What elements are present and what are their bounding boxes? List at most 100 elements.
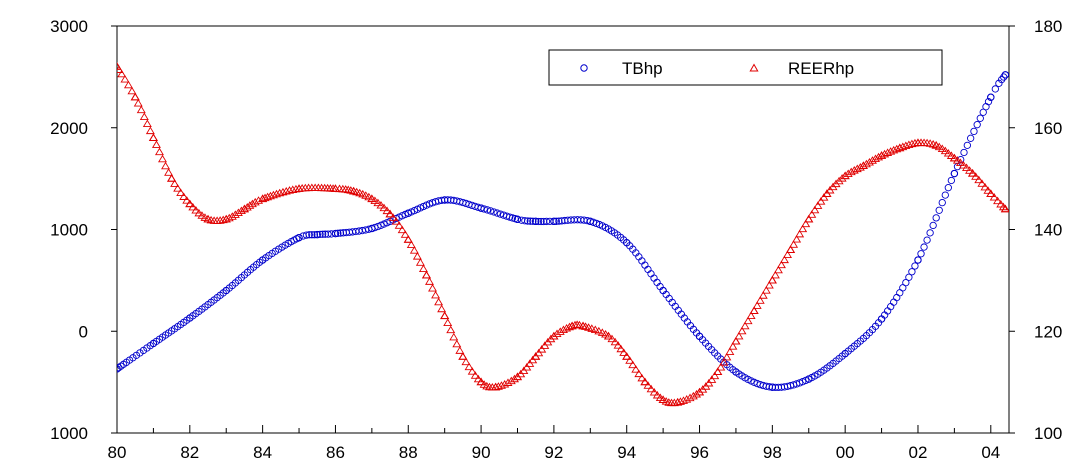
trail-marker-tbhp	[313, 230, 321, 239]
trail-marker-reerhp	[268, 190, 278, 199]
trail-marker-reerhp	[127, 86, 137, 95]
trail-marker-tbhp	[984, 98, 993, 106]
trail-marker-tbhp	[483, 206, 492, 214]
trail-marker-reerhp	[403, 235, 413, 243]
trail-marker-reerhp	[425, 277, 434, 285]
trail-marker-reerhp	[552, 329, 562, 337]
trail-marker-tbhp	[1000, 73, 1008, 81]
trail-marker-tbhp	[893, 293, 901, 302]
x-tick-label: 90	[472, 443, 491, 462]
trail-marker-reerhp	[669, 398, 679, 407]
trail-marker-tbhp	[480, 205, 488, 213]
left-tick-label: 2000	[50, 119, 88, 138]
trail-marker-reerhp	[889, 145, 899, 154]
trail-marker-reerhp	[373, 198, 383, 207]
trail-marker-reerhp	[594, 326, 604, 335]
legend-marker-tbhp	[580, 64, 588, 72]
trail-marker-reerhp	[986, 189, 996, 197]
trail-marker-tbhp	[941, 191, 949, 199]
trail-marker-reerhp	[275, 188, 285, 197]
trail-marker-reerhp	[880, 149, 890, 158]
legend-label-reerhp: REERhp	[788, 59, 854, 78]
trail-marker-reerhp	[148, 133, 158, 141]
trail-marker-tbhp	[526, 217, 534, 225]
trail-marker-reerhp	[139, 112, 149, 120]
trail-marker-tbhp	[490, 208, 498, 216]
trail-marker-reerhp	[779, 255, 789, 264]
trail-marker-reerhp	[496, 381, 506, 389]
trail-marker-reerhp	[173, 184, 183, 192]
trail-marker-tbhp	[486, 207, 495, 215]
trail-marker-reerhp	[154, 147, 164, 156]
trail-marker-tbhp	[650, 274, 658, 282]
trail-marker-reerhp	[136, 105, 146, 114]
trail-marker-reerhp	[604, 331, 614, 340]
trail-marker-reerhp	[883, 148, 893, 156]
trail-marker-reerhp	[265, 191, 275, 200]
trail-marker-reerhp	[388, 213, 398, 221]
trail-marker-tbhp	[493, 209, 501, 217]
trail-marker-reerhp	[291, 184, 301, 193]
trail-marker-reerhp	[798, 224, 808, 233]
trail-marker-reerhp	[145, 126, 155, 135]
trail-marker-reerhp	[133, 98, 143, 107]
trail-marker-reerhp	[449, 332, 459, 341]
trail-marker-reerhp	[977, 179, 987, 187]
trail-marker-reerhp	[722, 352, 732, 361]
trail-marker-reerhp	[770, 270, 780, 279]
trail-marker-reerhp	[877, 151, 887, 159]
trail-marker-reerhp	[510, 374, 519, 383]
trail-marker-tbhp	[308, 231, 316, 239]
trail-marker-reerhp	[837, 174, 847, 182]
trail-marker-reerhp	[792, 235, 802, 243]
x-tick-label: 94	[617, 443, 636, 462]
trail-marker-reerhp	[278, 187, 288, 196]
trail-marker-reerhp	[227, 212, 237, 220]
trail-marker-tbhp	[589, 218, 597, 226]
trail-marker-tbhp	[532, 217, 540, 226]
trail-marker-reerhp	[649, 387, 659, 396]
left-tick-label: 1000	[50, 221, 88, 240]
trail-marker-reerhp	[773, 265, 783, 274]
trail-marker-reerhp	[652, 390, 662, 399]
trail-marker-reerhp	[874, 152, 884, 161]
trail-marker-reerhp	[493, 382, 503, 390]
trail-marker-reerhp	[522, 363, 532, 371]
trail-marker-reerhp	[260, 193, 270, 202]
trail-marker-reerhp	[534, 348, 544, 357]
trail-marker-reerhp	[965, 166, 975, 174]
trail-marker-reerhp	[161, 161, 171, 170]
trail-marker-reerhp	[397, 225, 407, 234]
trail-marker-reerhp	[409, 246, 419, 254]
trail-marker-reerhp	[443, 318, 453, 326]
trail-marker-reerhp	[607, 334, 617, 343]
trail-marker-reerhp	[764, 280, 774, 289]
trail-marker-reerhp	[761, 286, 771, 294]
trail-marker-tbhp	[890, 298, 898, 306]
trail-marker-reerhp	[767, 275, 777, 284]
trail-marker-reerhp	[819, 193, 829, 201]
trail-marker-reerhp	[892, 144, 902, 153]
trail-marker-reerhp	[946, 151, 956, 159]
trail-marker-reerhp	[640, 377, 650, 386]
trail-marker-reerhp	[233, 208, 243, 216]
trail-marker-reerhp	[688, 391, 698, 400]
trail-marker-reerhp	[440, 311, 450, 320]
trail-marker-reerhp	[840, 171, 850, 180]
trail-marker-tbhp	[521, 217, 529, 225]
x-tick-label: 84	[253, 443, 272, 462]
trail-marker-tbhp	[944, 184, 952, 192]
trail-marker-reerhp	[185, 199, 195, 208]
trail-marker-reerhp	[795, 229, 805, 238]
trail-marker-reerhp	[682, 395, 692, 403]
trail-marker-tbhp	[374, 222, 382, 231]
data-point-reerhp	[421, 270, 432, 279]
trail-marker-reerhp	[549, 331, 559, 340]
trail-marker-reerhp	[783, 250, 793, 258]
trail-marker-tbhp	[960, 148, 968, 157]
trail-marker-reerhp	[940, 146, 950, 155]
trail-marker-reerhp	[952, 156, 962, 164]
right-tick-label: 180	[1034, 17, 1062, 36]
trail-marker-tbhp	[967, 134, 975, 142]
trail-marker-reerhp	[437, 304, 447, 313]
